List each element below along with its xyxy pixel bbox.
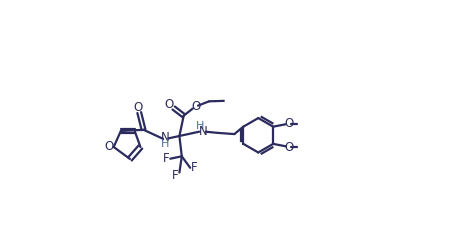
Text: F: F xyxy=(171,169,178,182)
Text: F: F xyxy=(191,161,198,174)
Text: O: O xyxy=(284,141,294,154)
Text: O: O xyxy=(164,98,174,111)
Text: F: F xyxy=(163,152,170,165)
Text: O: O xyxy=(105,141,114,153)
Text: O: O xyxy=(284,117,294,130)
Text: H: H xyxy=(195,121,204,131)
Text: H: H xyxy=(161,139,169,149)
Text: O: O xyxy=(133,101,143,114)
Text: N: N xyxy=(160,131,169,144)
Text: N: N xyxy=(198,125,207,138)
Text: O: O xyxy=(191,100,201,113)
